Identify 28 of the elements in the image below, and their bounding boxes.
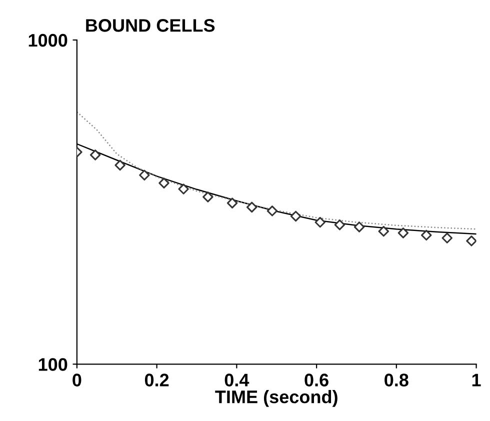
point [354, 222, 365, 232]
x-tick-label: 0.8 [384, 374, 408, 386]
point [442, 232, 452, 244]
point [246, 202, 258, 213]
point [90, 150, 101, 160]
point [314, 216, 326, 228]
x-tick-label: 1 [472, 374, 481, 386]
point [266, 206, 278, 216]
x-tick-label: 0 [72, 374, 82, 386]
y-tick-label: 1000 [28, 34, 68, 47]
y-tick-label: 100 [38, 358, 68, 371]
point [139, 170, 150, 180]
point [378, 226, 389, 237]
point [114, 160, 126, 171]
point [202, 192, 214, 202]
chart-title: BOUND CELLS [86, 19, 215, 32]
point [158, 178, 170, 188]
point [334, 219, 346, 230]
x-tick-label: 0.2 [144, 374, 169, 386]
point [178, 184, 189, 194]
x-axis-title: TIME (second) [215, 390, 338, 407]
point [398, 228, 409, 238]
point [290, 210, 302, 222]
point [420, 230, 432, 241]
point [466, 236, 476, 246]
x-tick-label: 0.6 [304, 374, 328, 386]
point [226, 198, 238, 208]
x-tick-label: 0.4 [224, 374, 250, 386]
